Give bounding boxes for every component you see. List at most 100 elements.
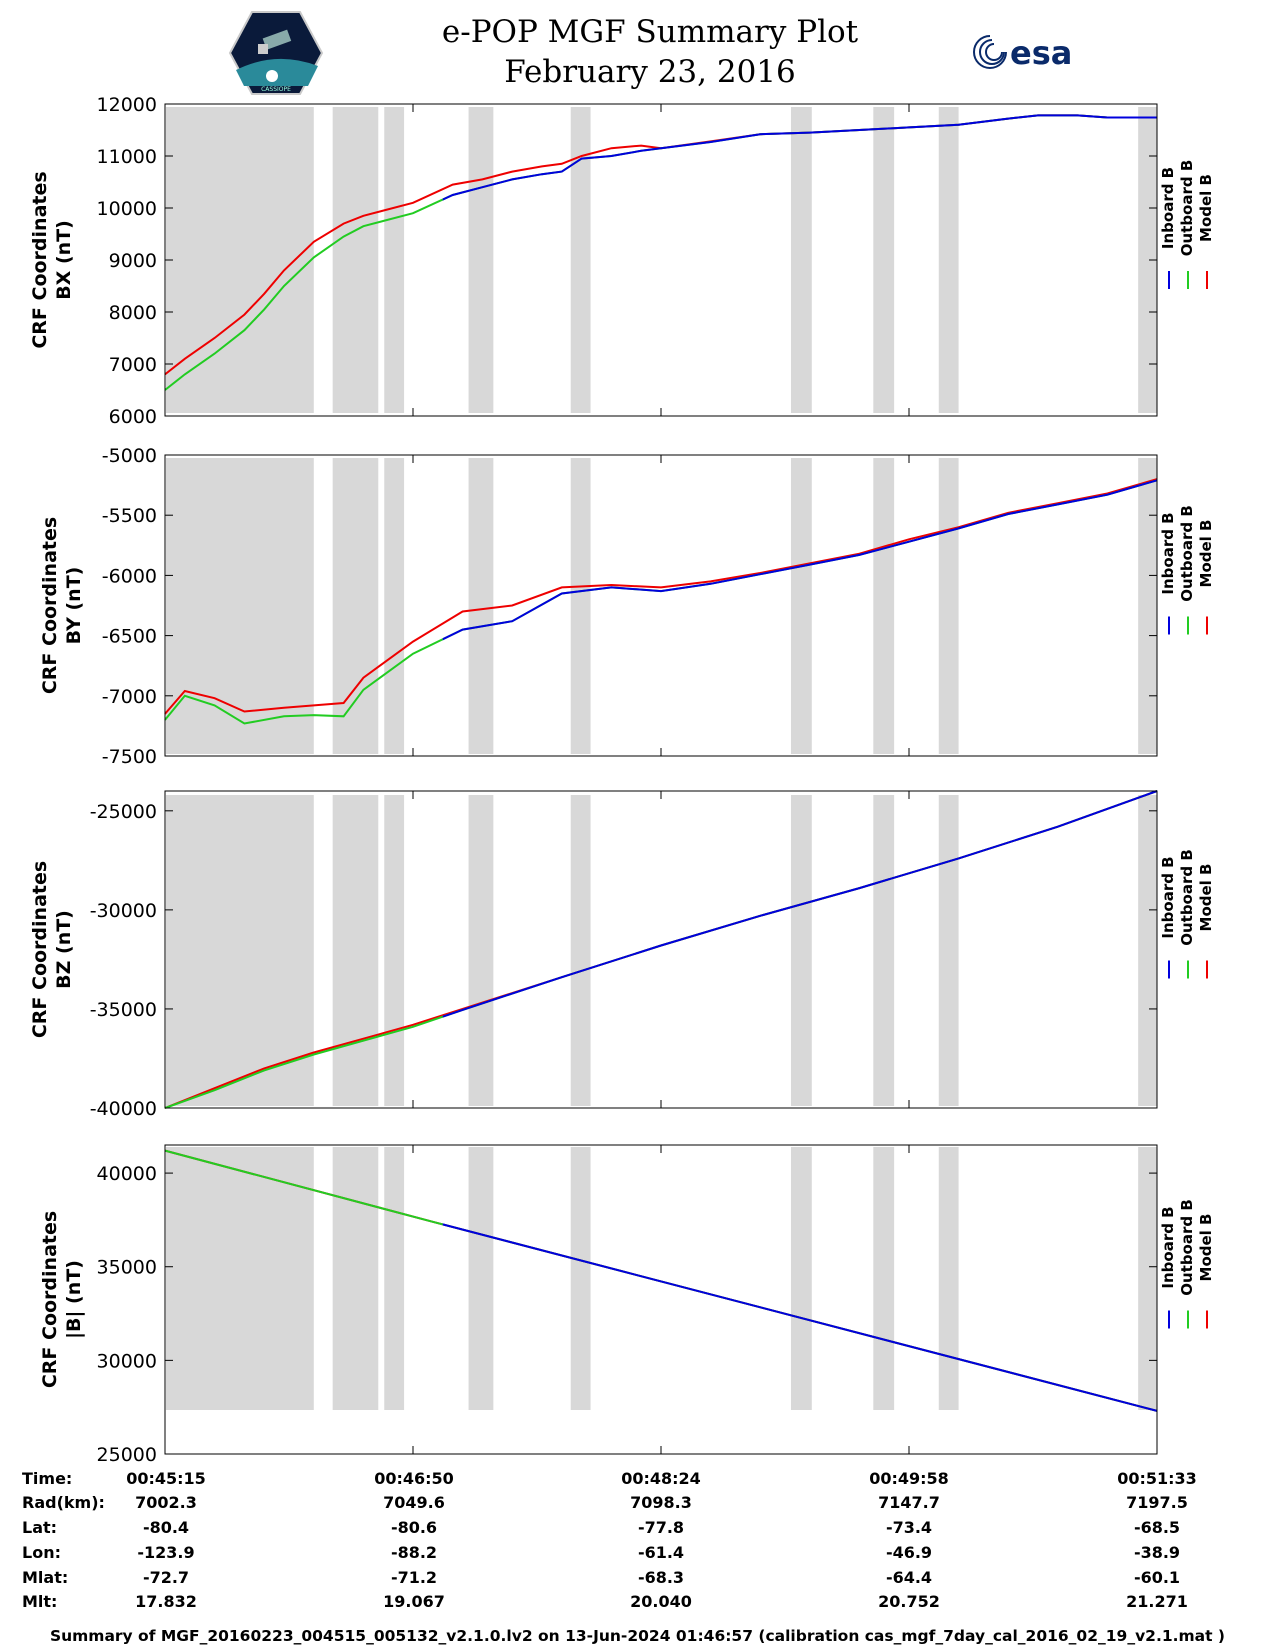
y-tick-label: 35000 [97, 1257, 157, 1279]
data-gap-band [938, 458, 959, 754]
cassiope-logo: CASSIOPE [228, 11, 324, 95]
y-tick-label: 6000 [109, 406, 157, 428]
data-gap-band [873, 795, 895, 1106]
info-cell: -80.6 [391, 1518, 437, 1537]
y-tick-label: -7000 [102, 686, 157, 708]
legend-label: Model B [1197, 864, 1215, 932]
legend-label: Inboard B [1159, 512, 1177, 594]
data-gap-band [790, 1147, 812, 1410]
info-cell: 00:48:24 [621, 1469, 701, 1488]
legend-label: Inboard B [1159, 1206, 1177, 1288]
data-gap-band [570, 458, 591, 754]
series-line-inboard-b [442, 790, 1158, 1018]
info-cell: -61.4 [638, 1543, 684, 1562]
esa-logo-text: esa [1010, 34, 1072, 72]
data-gap-band [790, 795, 812, 1106]
info-cell: -77.8 [638, 1518, 684, 1537]
y-tick-label: 10000 [97, 198, 157, 220]
info-row-label: Mlat: [22, 1568, 68, 1587]
info-row-label: Lat: [22, 1518, 57, 1537]
data-gap-band [166, 1147, 314, 1410]
series-line-inboard-b [442, 114, 1157, 201]
info-row-label: Mlt: [22, 1592, 57, 1611]
data-gap-band [1138, 107, 1157, 413]
info-cell: -73.4 [886, 1518, 932, 1537]
info-cell: 00:49:58 [869, 1469, 949, 1488]
data-gap-band [938, 1147, 959, 1410]
data-gap-band [570, 107, 591, 413]
info-row-label: Time: [22, 1469, 72, 1488]
legend-label: Model B [1197, 1214, 1215, 1282]
info-cell: -60.1 [1134, 1568, 1180, 1587]
info-cell: -80.4 [143, 1518, 189, 1537]
data-gap-band [468, 458, 494, 754]
y-axis-label-line2: BZ (nT) [53, 910, 75, 989]
esa-logo: esa [973, 34, 1072, 72]
data-gap-band [873, 1147, 895, 1410]
data-gap-band [790, 107, 812, 413]
data-gap-band [468, 107, 494, 413]
legend-label: Outboard B [1178, 160, 1196, 257]
title-block: e-POP MGF Summary Plot February 23, 2016 [300, 12, 1000, 92]
y-tick-label: -6500 [102, 626, 157, 648]
data-gap-band [790, 458, 812, 754]
info-cell: -71.2 [391, 1568, 437, 1587]
legend-label: Model B [1197, 520, 1215, 588]
data-gap-band [332, 795, 379, 1106]
legend-label: Inboard B [1159, 167, 1177, 249]
plot-title: e-POP MGF Summary Plot [441, 14, 859, 50]
info-cell: -64.4 [886, 1568, 932, 1587]
info-cell: 00:46:50 [374, 1469, 454, 1488]
info-cell: 00:51:33 [1117, 1469, 1197, 1488]
info-cell: 7049.6 [383, 1493, 445, 1512]
data-gap-band [384, 107, 405, 413]
y-tick-label: -35000 [90, 999, 157, 1021]
data-gap-band [1138, 458, 1157, 754]
y-axis-label-line2: BY (nT) [63, 567, 85, 645]
info-cell: -88.2 [391, 1543, 437, 1562]
info-row-label: Rad(km): [22, 1493, 105, 1512]
data-gap-band [1138, 1147, 1157, 1410]
y-axis-label-line2: BX (nT) [53, 220, 75, 300]
data-gap-band [166, 795, 314, 1106]
cassiope-logo-text: CASSIOPE [261, 86, 291, 93]
info-cell: -46.9 [886, 1543, 932, 1562]
info-cell: -38.9 [1134, 1543, 1180, 1562]
data-gap-band [332, 458, 379, 754]
y-tick-label: 30000 [97, 1350, 157, 1372]
info-cell: 7098.3 [630, 1493, 692, 1512]
y-axis-label-line1: CRF Coordinates [29, 171, 51, 348]
data-gap-band [332, 1147, 379, 1410]
series-line-model-b [164, 478, 1158, 715]
y-axis-label-line1: CRF Coordinates [39, 1211, 61, 1388]
data-gap-band [468, 1147, 494, 1410]
info-row-label: Lon: [22, 1543, 61, 1562]
data-gap-band [873, 458, 895, 754]
info-cell: 21.271 [1126, 1592, 1188, 1611]
y-tick-label: -30000 [90, 900, 157, 922]
y-tick-label: -25000 [90, 801, 157, 823]
data-gap-band [938, 795, 959, 1106]
data-gap-band [570, 795, 591, 1106]
y-axis-label-line1: CRF Coordinates [29, 861, 51, 1038]
y-axis-label-line1: CRF Coordinates [39, 517, 61, 694]
info-cell: 20.752 [878, 1592, 940, 1611]
data-gap-band [166, 458, 314, 754]
info-cell: -68.5 [1134, 1518, 1180, 1537]
y-tick-label: 25000 [97, 1444, 157, 1466]
plot-date: February 23, 2016 [504, 54, 796, 90]
y-tick-label: 40000 [97, 1163, 157, 1185]
series-line-inboard-b [442, 1223, 1158, 1412]
info-cell: 17.832 [135, 1592, 197, 1611]
info-cell: 7147.7 [878, 1493, 940, 1512]
data-gap-band [938, 107, 959, 413]
info-cell: -72.7 [143, 1568, 189, 1587]
data-gap-band [332, 107, 379, 413]
info-cell: 7002.3 [135, 1493, 197, 1512]
y-tick-label: 8000 [109, 302, 157, 324]
info-cell: 7197.5 [1126, 1493, 1188, 1512]
info-cell: 20.040 [630, 1592, 692, 1611]
data-gap-band [1138, 795, 1157, 1106]
data-gap-band [384, 458, 405, 754]
